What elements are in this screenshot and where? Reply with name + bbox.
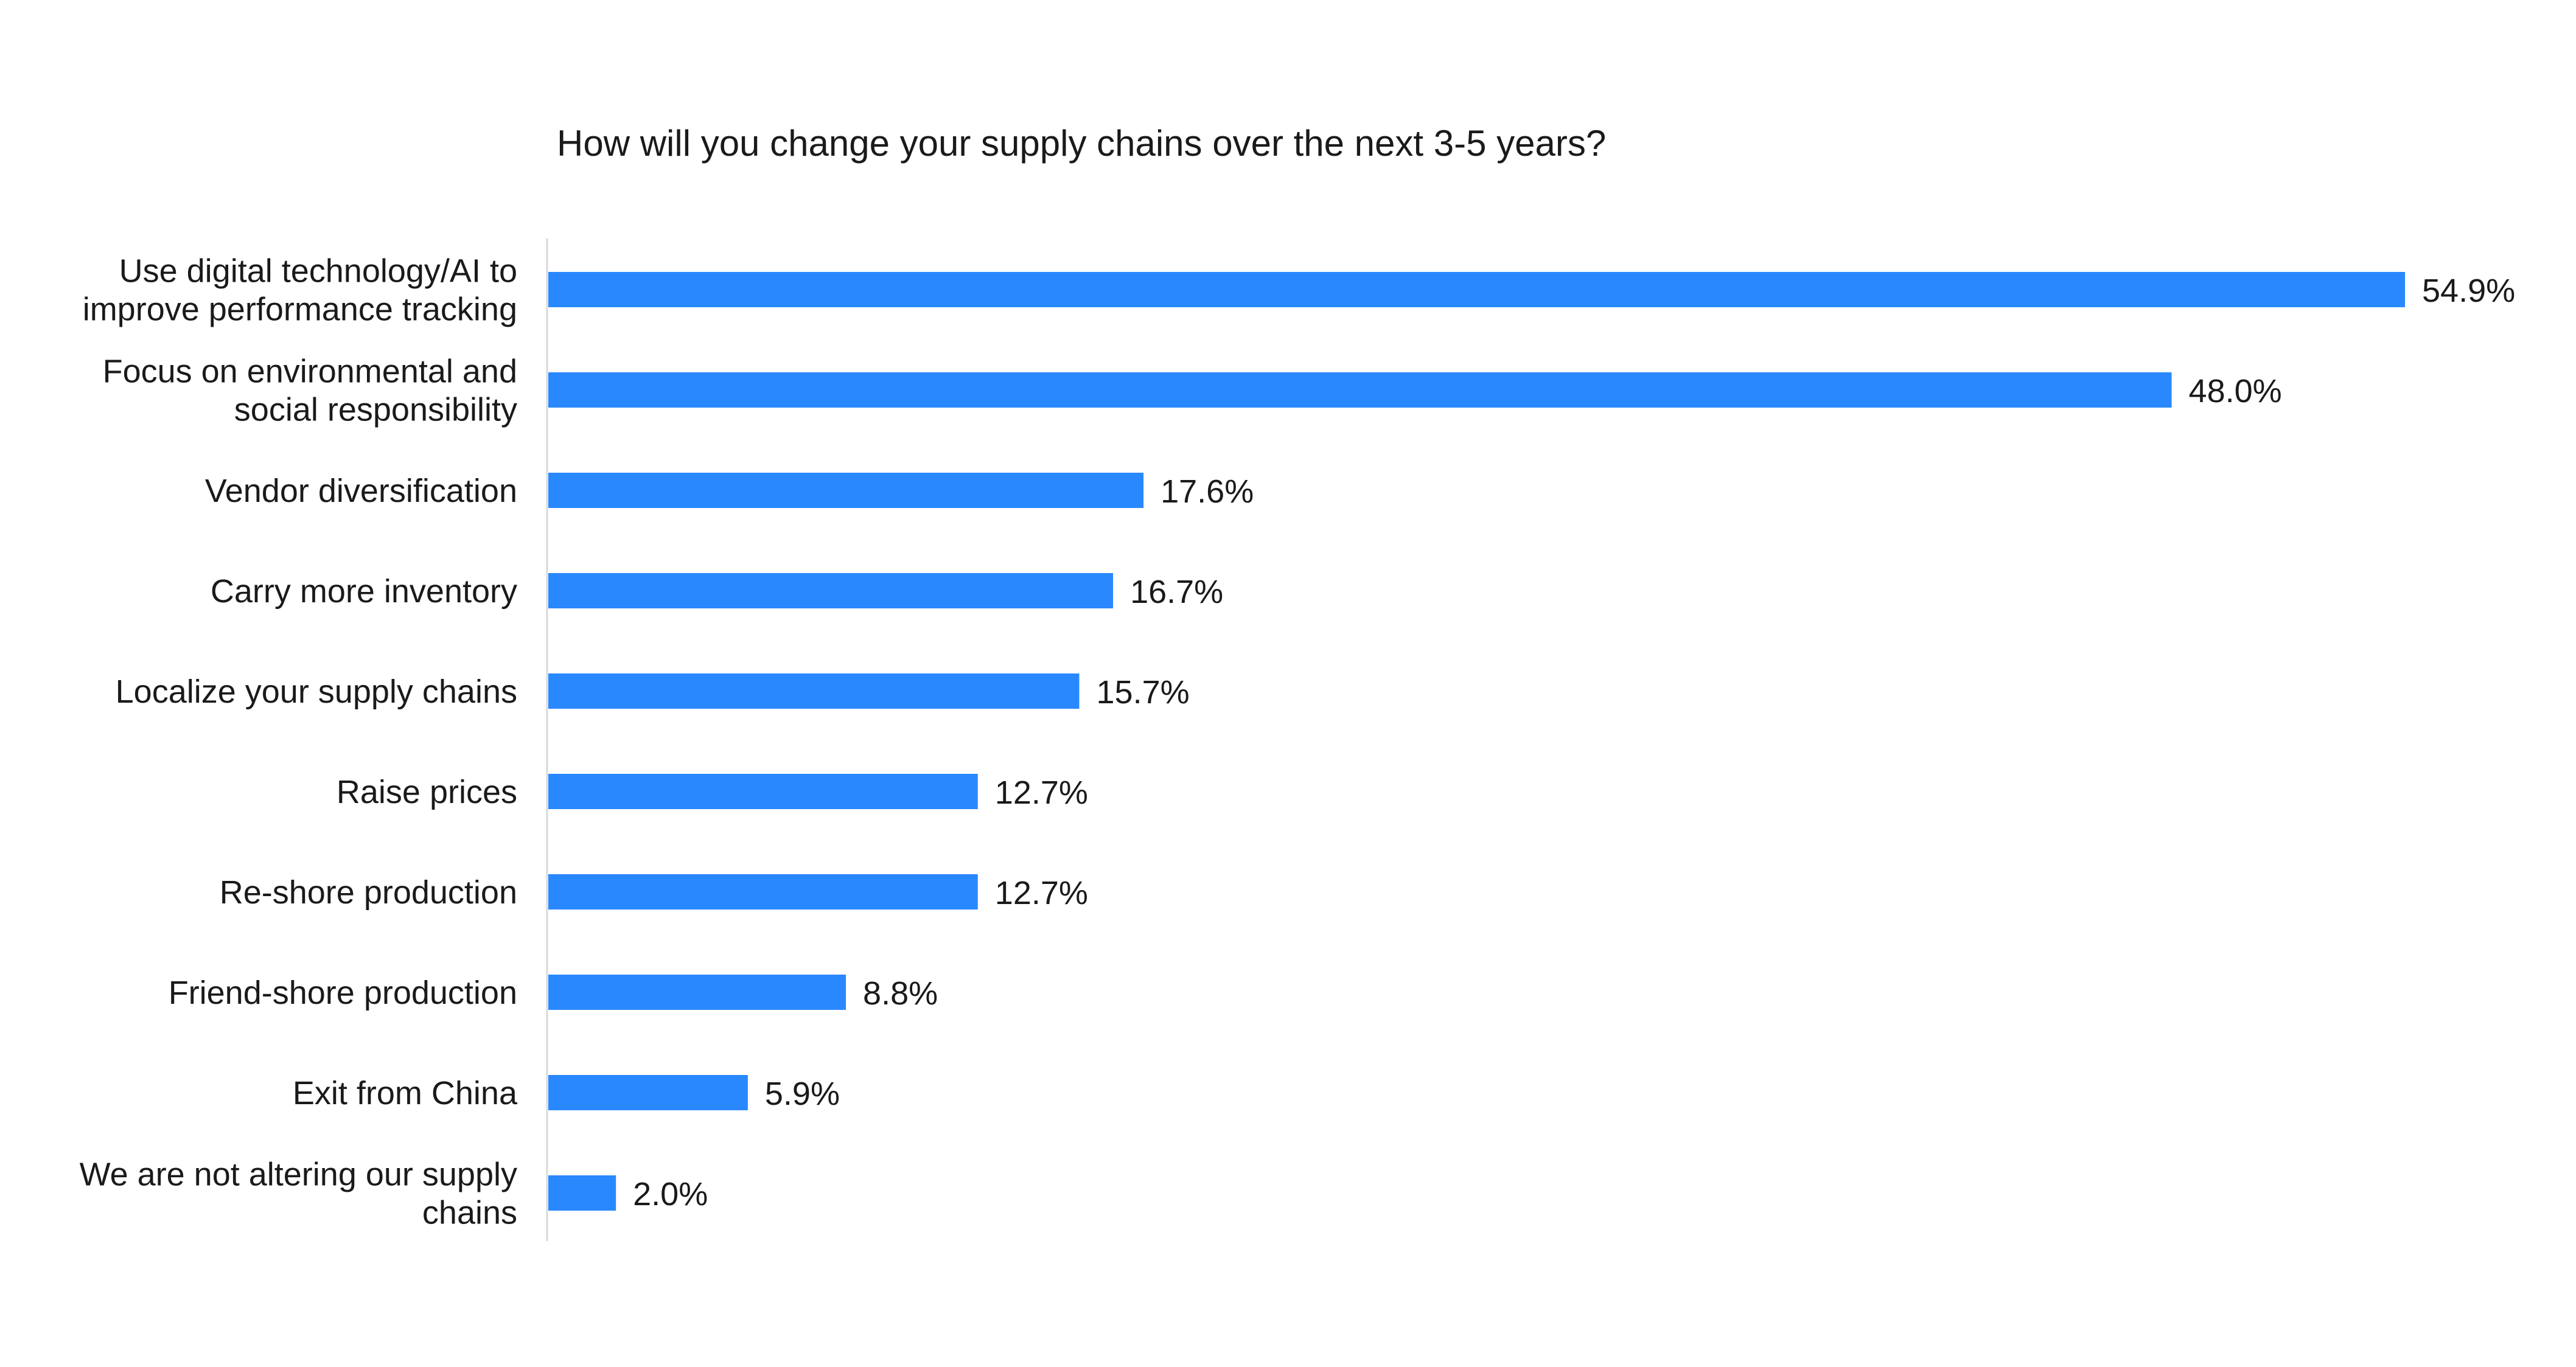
- bar: [548, 1175, 616, 1211]
- category-label: Raise prices: [337, 774, 517, 810]
- category-label: We are not altering our supply: [80, 1157, 517, 1193]
- value-label: 12.7%: [995, 875, 1088, 911]
- bar: [548, 673, 1080, 709]
- category-label: social responsibility: [234, 392, 517, 428]
- bar: [548, 975, 846, 1010]
- category-label: chains: [422, 1195, 517, 1231]
- value-label: 2.0%: [633, 1176, 708, 1212]
- category-label: Re-shore production: [220, 874, 517, 911]
- category-label: Exit from China: [293, 1075, 518, 1111]
- value-label: 48.0%: [2189, 373, 2282, 409]
- category-label: improve performance tracking: [83, 291, 517, 328]
- category-label: Use digital technology/AI to: [119, 253, 517, 290]
- value-label: 5.9%: [765, 1076, 840, 1112]
- bar: [548, 774, 978, 809]
- value-label: 15.7%: [1097, 674, 1190, 711]
- chart-title: How will you change your supply chains o…: [557, 123, 1606, 164]
- category-label: Focus on environmental and: [103, 353, 517, 390]
- bar: [548, 874, 978, 910]
- category-label: Vendor diversification: [205, 473, 517, 509]
- category-label: Localize your supply chains: [116, 673, 517, 710]
- bar: [548, 573, 1114, 608]
- value-label: 8.8%: [863, 975, 938, 1012]
- value-labels-group: 54.9% 48.0% 17.6% 16.7% 15.7% 12.7% 12.7% 8.8% 5…: [633, 273, 2515, 1212]
- value-label: 54.9%: [2422, 273, 2515, 309]
- bar: [548, 372, 2172, 408]
- bar: [548, 1075, 748, 1110]
- value-label: 17.6%: [1161, 473, 1254, 510]
- category-label: Carry more inventory: [211, 573, 517, 610]
- value-label: 16.7%: [1130, 574, 1223, 610]
- category-label: Friend-shore production: [169, 975, 517, 1011]
- bar: [548, 272, 2405, 307]
- value-label: 12.7%: [995, 774, 1088, 811]
- bars-group: [548, 272, 2405, 1211]
- bar: [548, 473, 1144, 508]
